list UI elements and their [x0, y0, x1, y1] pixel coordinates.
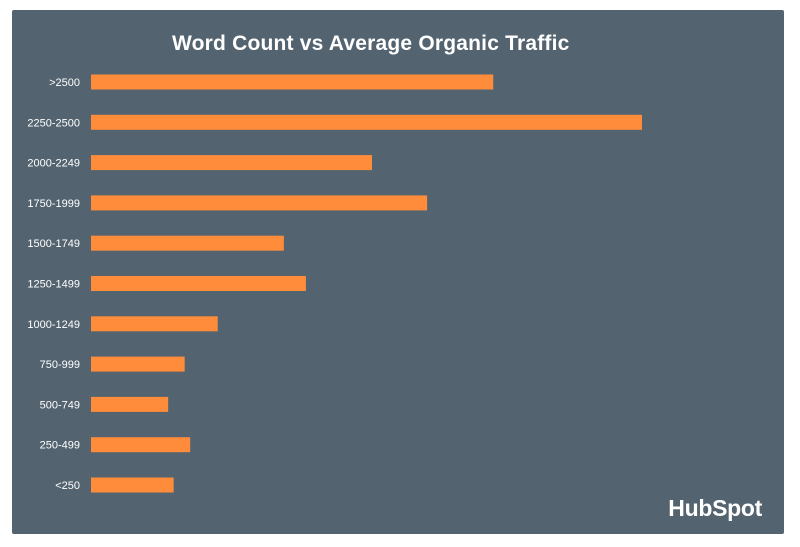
- category-label: 2250-2500: [27, 117, 80, 129]
- bar: [91, 477, 174, 493]
- category-label: 2000-2249: [27, 158, 80, 170]
- bar: [91, 437, 191, 453]
- bar: [91, 235, 284, 251]
- bar: [91, 195, 428, 211]
- bar: [91, 356, 185, 372]
- bar: [91, 155, 373, 171]
- category-label: 1250-1499: [27, 279, 80, 291]
- chart-panel: Word Count vs Average Organic Traffic >2…: [12, 10, 784, 534]
- category-label: >2500: [49, 77, 80, 89]
- bar: [91, 74, 494, 90]
- category-label: 1000-1249: [27, 319, 80, 331]
- category-label: 500-749: [40, 399, 80, 411]
- bar: [91, 276, 306, 291]
- chart-title: Word Count vs Average Organic Traffic: [172, 32, 570, 55]
- bar: [91, 316, 218, 332]
- category-label: <250: [55, 480, 80, 492]
- category-label: 750-999: [40, 359, 80, 371]
- bar: [91, 396, 169, 412]
- category-label: 1500-1749: [27, 238, 80, 250]
- bar: [91, 114, 642, 130]
- bar-chart: >2500 2250-2500 2000-2249 1750-1999 1500-174…: [27, 74, 642, 493]
- category-label: 250-499: [40, 440, 80, 452]
- category-label: 1750-1999: [27, 198, 80, 210]
- hubspot-logo: HubSpot: [668, 495, 762, 521]
